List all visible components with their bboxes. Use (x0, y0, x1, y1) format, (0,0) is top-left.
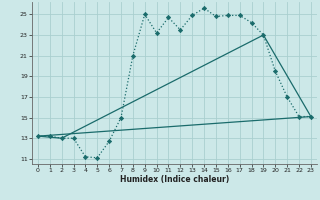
X-axis label: Humidex (Indice chaleur): Humidex (Indice chaleur) (120, 175, 229, 184)
